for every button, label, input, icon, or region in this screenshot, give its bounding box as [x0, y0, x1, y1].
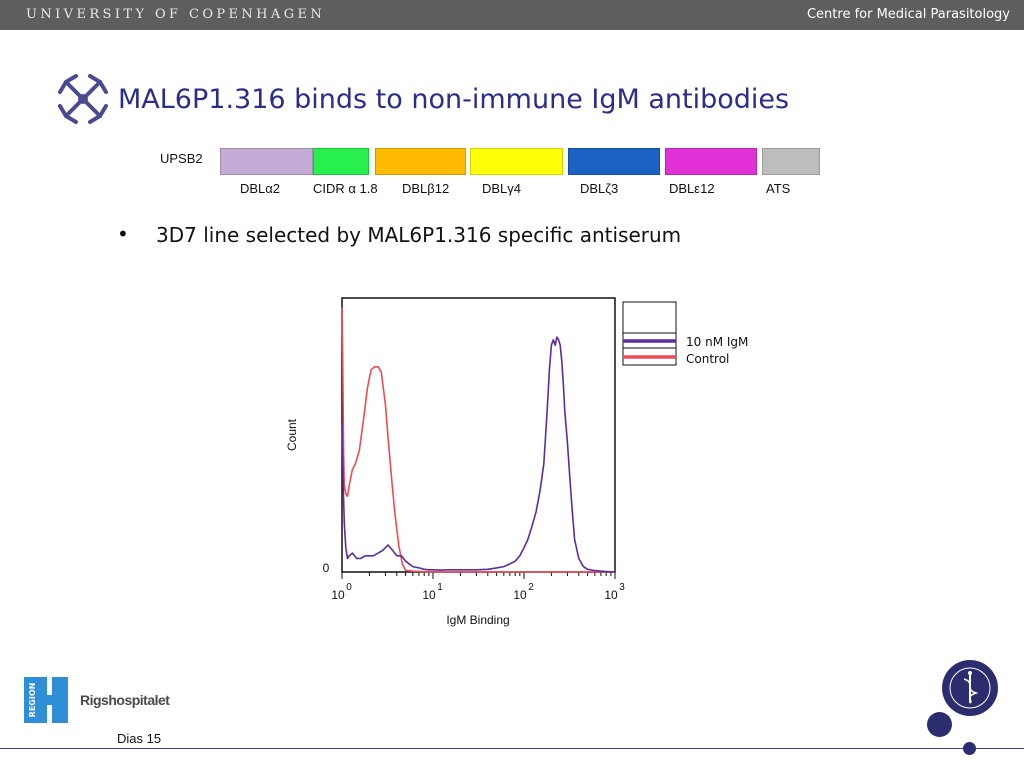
x-tick-label: 10	[513, 588, 527, 602]
decorative-dot-large	[927, 712, 952, 737]
domain-block-dblb12	[375, 148, 466, 175]
domain-label-dbla2: DBLα2	[240, 181, 281, 196]
domain-label-cidr: CIDR α 1.8	[313, 181, 378, 196]
hospital-name: Rigshospitalet	[80, 692, 170, 708]
gene-name: UPSB2	[160, 151, 203, 166]
slide-title: MAL6P1.316 binds to non-immune IgM antib…	[118, 84, 790, 115]
domain-label-dblg4: DBLγ4	[482, 181, 522, 196]
university-name: UNIVERSITY OF COPENHAGEN	[26, 7, 326, 22]
y-axis-label: Count	[285, 418, 299, 451]
bullet-text: 3D7 line selected by MAL6P1.316 specific…	[156, 223, 682, 247]
x-tick-exponent: 0	[346, 582, 352, 593]
domain-block-ats	[762, 148, 820, 175]
rigshospitalet-logo: REGION Rigshospitalet	[24, 677, 184, 725]
x-tick-label: 10	[331, 588, 345, 602]
domain-block-dbla2	[220, 148, 313, 175]
antibody-logo-icon	[58, 74, 108, 124]
domain-label-dble12: DBLε12	[669, 181, 715, 196]
series-line-igm	[341, 336, 616, 573]
x-axis-label: IgM Binding	[446, 613, 509, 627]
faculty-seal-icon	[942, 660, 998, 716]
x-tick-label: 10	[422, 588, 436, 602]
x-tick-exponent: 2	[528, 582, 534, 593]
x-tick-exponent: 1	[437, 582, 443, 593]
series-line-control	[341, 307, 615, 573]
decorative-dot-small	[963, 742, 976, 755]
footer-rule	[0, 748, 1024, 749]
x-tick-exponent: 3	[619, 582, 625, 593]
header-bar: UNIVERSITY OF COPENHAGEN Centre for Medi…	[0, 0, 1024, 30]
bullet-marker: •	[117, 222, 129, 246]
slide-number: Dias 15	[117, 731, 162, 746]
legend-label-igm: 10 nM IgM	[686, 335, 748, 349]
domain-block-dblg4	[470, 148, 563, 175]
domain-block-dble12	[665, 148, 757, 175]
domain-block-cidr	[313, 148, 369, 175]
domain-label-dblz3: DBLζ3	[580, 181, 619, 196]
legend-label-control: Control	[686, 352, 729, 366]
region-text: REGION	[28, 683, 37, 718]
domain-label-ats: ATS	[766, 181, 791, 196]
y-tick-zero: 0	[323, 561, 330, 575]
centre-name: Centre for Medical Parasitology	[806, 7, 1010, 22]
x-tick-label: 10	[604, 588, 618, 602]
domain-block-dblz3	[568, 148, 660, 175]
domain-label-dblb12: DBLβ12	[402, 181, 450, 196]
